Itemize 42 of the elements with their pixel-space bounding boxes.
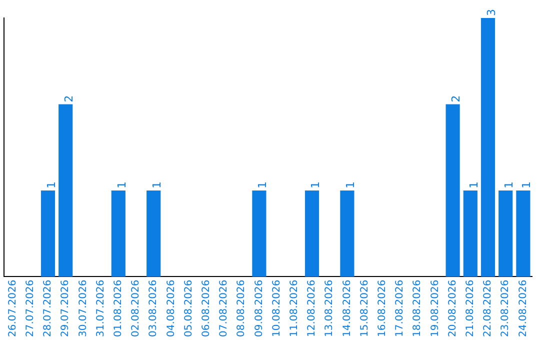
x-tick-label: 18.08.2026 — [412, 280, 424, 338]
x-tick-label: 15.08.2026 — [359, 280, 370, 338]
x-tick-label: 17.08.2026 — [394, 280, 406, 338]
x-tick-label: 22.08.2026 — [482, 280, 494, 338]
x-tick-label: 09.08.2026 — [254, 280, 265, 338]
x-tick-label: 20.08.2026 — [447, 280, 458, 338]
x-tick-label: 23.08.2026 — [500, 280, 512, 338]
x-tick-label: 12.08.2026 — [306, 280, 318, 338]
x-tick-label: 28.07.2026 — [42, 280, 54, 338]
x-tick-label: 06.08.2026 — [200, 280, 212, 338]
x-tick-label: 29.07.2026 — [60, 280, 72, 338]
data-label: 1 — [44, 181, 58, 188]
data-label: 1 — [150, 181, 164, 188]
x-tick-label: 11.08.2026 — [288, 280, 300, 338]
x-tick-label: 07.08.2026 — [218, 280, 230, 338]
data-label: 1 — [256, 181, 270, 188]
x-tick-label: 02.08.2026 — [130, 280, 142, 338]
x-tick-label: 19.08.2026 — [430, 280, 441, 338]
data-label: 1 — [502, 181, 516, 188]
x-tick-label: 31.07.2026 — [95, 280, 106, 338]
x-tick-label: 08.08.2026 — [236, 280, 248, 338]
data-label: 1 — [467, 181, 480, 188]
x-tick-label: 05.08.2026 — [183, 280, 194, 338]
x-tick-label: 24.08.2026 — [518, 280, 529, 338]
x-tick-label: 14.08.2026 — [342, 280, 353, 338]
x-tick-label: 03.08.2026 — [148, 280, 160, 338]
x-tick-label: 26.07.2026 — [7, 280, 18, 338]
x-tick-label: 21.08.2026 — [464, 280, 476, 338]
data-label: 3 — [484, 9, 498, 16]
x-tick-label: 13.08.2026 — [324, 280, 336, 338]
data-label: 1 — [115, 181, 128, 188]
data-label: 1 — [308, 181, 322, 188]
x-tick-label: 30.07.2026 — [78, 280, 89, 338]
x-tick-label: 10.08.2026 — [271, 280, 282, 338]
data-label: 2 — [450, 95, 463, 102]
data-label: 1 — [520, 181, 534, 188]
x-tick-label: 27.07.2026 — [24, 280, 36, 338]
x-tick-label: 16.08.2026 — [376, 280, 388, 338]
data-label: 2 — [62, 95, 76, 102]
data-label: 1 — [344, 181, 358, 188]
x-tick-label: 01.08.2026 — [112, 280, 124, 338]
x-tick-label: 04.08.2026 — [166, 280, 177, 338]
